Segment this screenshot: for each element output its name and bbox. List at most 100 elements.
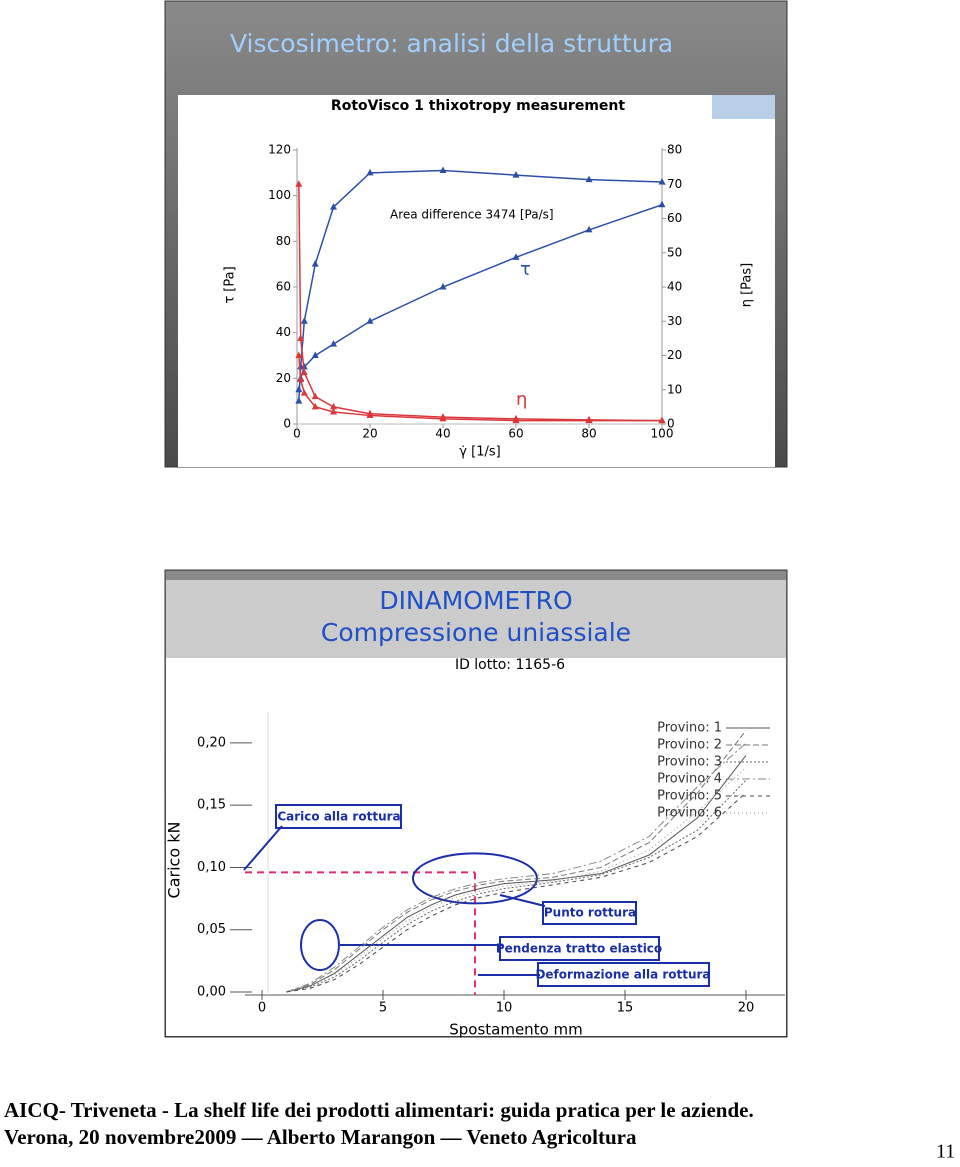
data-point	[330, 340, 337, 347]
annotation-box	[542, 901, 637, 925]
series-line	[286, 755, 747, 993]
x-tick-label: 10	[496, 1001, 513, 1016]
y2-tick-label: 0	[667, 417, 675, 431]
slide-title: Viscosimetro: analisi della struttura	[230, 29, 673, 58]
data-point	[295, 385, 303, 393]
y2-tick-label: 10	[667, 382, 682, 396]
x-tick-label: 60	[508, 427, 523, 441]
y2-tick-label: 30	[667, 314, 682, 328]
y2-tick-label: 40	[667, 280, 682, 294]
x-axis-label: Spostamento mm	[449, 1021, 583, 1039]
annotation: Area difference 3474 [Pa/s]	[390, 208, 554, 222]
legend-label: Provino: 4	[657, 772, 722, 787]
arrow	[243, 825, 283, 871]
data-point	[330, 203, 337, 210]
series-line	[298, 355, 662, 422]
data-point	[297, 334, 305, 341]
data-point	[300, 368, 308, 376]
arrow	[499, 894, 546, 907]
footer-line: Verona, 20 novembre2009 — Alberto Marang…	[4, 1125, 637, 1149]
data-point	[366, 168, 374, 176]
x-tick-label: 20	[362, 427, 377, 441]
y2-tick-label: 60	[667, 211, 682, 225]
y-tick-label: 40	[276, 325, 291, 339]
x-tick-label: 5	[379, 1001, 387, 1016]
chart-title: RotoVisco 1 thixotropy measurement	[331, 98, 625, 114]
annotation: η	[516, 389, 527, 410]
series-line	[298, 184, 663, 422]
annotation: Deformazione alla rottura	[535, 968, 710, 982]
y-tick-label: 60	[276, 280, 291, 294]
series-line	[298, 169, 663, 402]
data-point	[439, 283, 447, 290]
data-point	[311, 392, 319, 400]
data-point	[300, 317, 308, 324]
highlight	[300, 919, 340, 971]
legend-label: Provino: 6	[657, 806, 722, 821]
data-point	[658, 177, 666, 185]
data-point	[512, 253, 520, 260]
series-line	[286, 779, 747, 993]
y-tick-label: 120	[268, 143, 291, 157]
legend-label: Provino: 3	[657, 755, 722, 770]
data-point	[585, 416, 593, 424]
y-tick-label: 100	[268, 188, 291, 202]
data-point	[439, 166, 447, 174]
y-tick-label: 0,10	[197, 860, 226, 875]
y-tick-label: 0,20	[197, 735, 226, 750]
data-point	[311, 351, 319, 358]
data-point	[330, 408, 337, 415]
data-point	[330, 402, 337, 410]
data-point	[295, 180, 303, 187]
x-tick-label: 100	[651, 427, 674, 441]
data-point	[512, 171, 520, 178]
legend-label: Provino: 5	[657, 789, 722, 804]
y-tick-label: 0	[283, 417, 291, 431]
data-point	[658, 200, 666, 208]
data-point	[300, 389, 308, 396]
y-tick-label: 0,15	[197, 798, 226, 813]
section-title: DINAMOMETRO	[379, 586, 572, 615]
y2-tick-label: 20	[667, 348, 682, 362]
series-line	[286, 730, 747, 993]
y-tick-label: 0,05	[197, 922, 226, 937]
y-tick-label: 80	[276, 234, 291, 248]
x-tick-label: 0	[293, 427, 301, 441]
series-line	[286, 792, 747, 993]
data-point	[585, 175, 593, 183]
annotation: Pendenza tratto elastico	[496, 942, 662, 956]
annotation: Punto rottura	[544, 906, 636, 920]
legend-label: Provino: 1	[657, 721, 722, 736]
data-point	[311, 260, 319, 267]
annotation: Carico alla rottura	[277, 810, 400, 824]
page-number: 11	[936, 1141, 955, 1163]
section-subtitle: Compressione uniassiale	[321, 618, 631, 647]
x-tick-label: 0	[258, 1001, 266, 1016]
x-tick-label: 15	[617, 1001, 634, 1016]
y2-tick-label: 50	[667, 245, 682, 259]
y-tick-label: 0,00	[197, 985, 226, 1000]
data-point	[295, 351, 303, 358]
title-band	[166, 580, 786, 658]
data-point	[366, 317, 374, 324]
data-point	[297, 375, 305, 382]
data-point	[311, 402, 319, 410]
chart-title: ID lotto: 1165-6	[455, 657, 565, 673]
annotation-box	[275, 804, 402, 829]
data-point	[512, 416, 520, 424]
data-point	[439, 414, 447, 422]
data-point	[585, 225, 593, 233]
footer-line: AICQ- Triveneta - La shelf life dei prod…	[4, 1098, 754, 1122]
chart-panel	[178, 95, 775, 467]
legend-label: Provino: 2	[657, 738, 722, 753]
data-point	[366, 411, 374, 418]
decoration	[712, 95, 775, 119]
x-axis-label: γ̇ [1/s]	[459, 445, 500, 460]
data-point	[295, 397, 303, 404]
y-tick-label: 20	[276, 371, 291, 385]
y2-tick-label: 70	[667, 177, 682, 191]
x-tick-label: 40	[435, 427, 450, 441]
y-axis-label: Carico kN	[165, 822, 184, 899]
